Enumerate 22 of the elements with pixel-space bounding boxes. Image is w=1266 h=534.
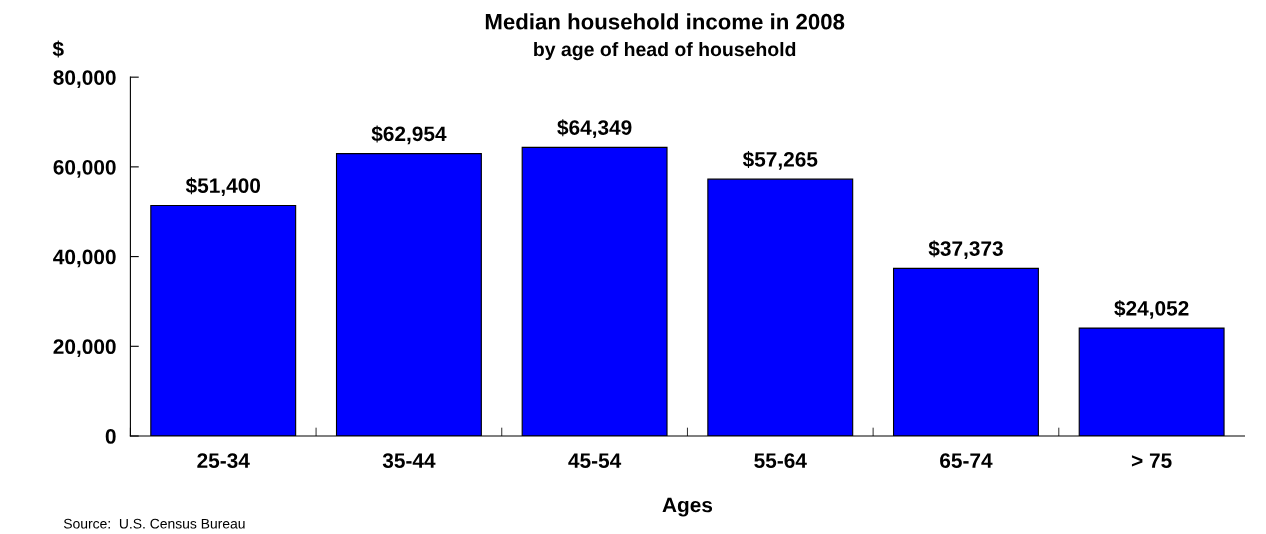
x-tick-label: 25-34 <box>197 453 250 469</box>
y-axis-title: $ <box>52 40 64 58</box>
data-label: $57,265 <box>742 151 818 170</box>
y-tick-label: 0 <box>105 429 116 444</box>
data-label: $51,400 <box>185 177 261 197</box>
x-tick-label: > 75 <box>1131 453 1172 468</box>
data-label: $24,052 <box>1114 300 1189 319</box>
y-tick-label: 60,000 <box>53 159 116 178</box>
data-label: $37,373 <box>928 240 1003 259</box>
chart-subtitle: by age of head of household <box>534 41 796 61</box>
x-tick-label: 35-44 <box>382 453 436 469</box>
chart-title: Median household income in 2008 <box>485 13 845 30</box>
y-tick-label: 80,000 <box>53 70 116 88</box>
y-tick-label: 20,000 <box>53 339 116 358</box>
source-note: Source: U.S. Census Bureau <box>63 518 245 529</box>
x-tick-label: 65-74 <box>940 453 993 468</box>
data-label: $64,349 <box>557 119 632 138</box>
x-tick-label: 45-54 <box>568 453 622 468</box>
y-tick-label: 40,000 <box>53 249 116 268</box>
x-axis-title: Ages <box>662 497 713 517</box>
x-tick-label: 55-64 <box>754 453 807 468</box>
data-label: $62,954 <box>371 125 447 145</box>
